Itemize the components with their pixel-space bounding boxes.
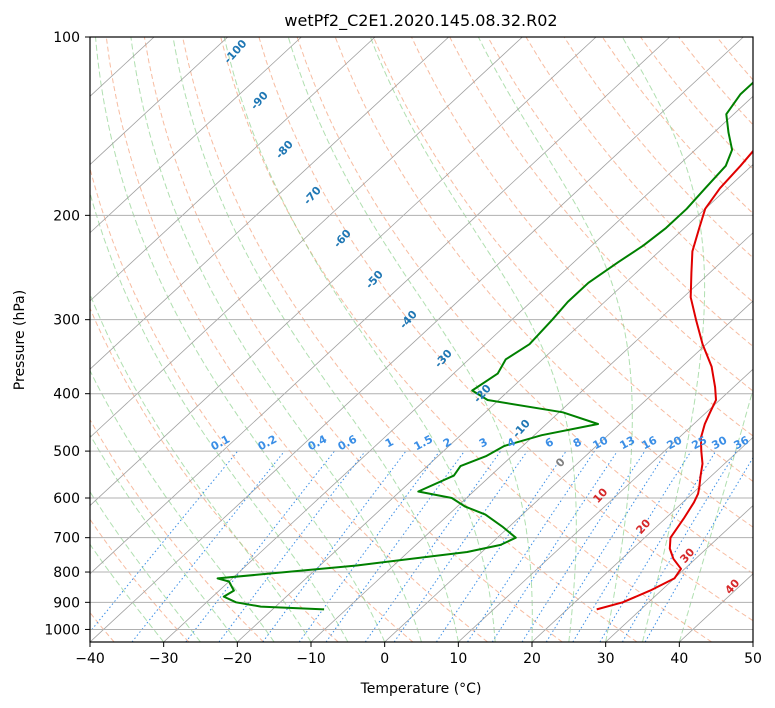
dry-adiabat [220, 37, 712, 642]
y-tick-label: 800 [53, 565, 80, 581]
y-tick-label: 1000 [44, 622, 80, 638]
x-tick-label: −30 [149, 651, 179, 667]
mixing-ratio-label: 36 [732, 433, 752, 452]
temperature-line [596, 149, 753, 611]
dewpoint-line [216, 81, 753, 611]
x-tick-label: −20 [223, 651, 253, 667]
dry-adiabat [90, 307, 339, 642]
dry-adiabat [143, 37, 563, 642]
mixing-ratio-line [262, 450, 407, 642]
x-tick-label: 30 [597, 651, 615, 667]
dry-adiabat [372, 37, 753, 482]
dry-adiabat [90, 418, 264, 642]
y-tick-label: 700 [53, 531, 80, 547]
y-tick-label: 600 [53, 491, 80, 507]
y-axis-label: Pressure (hPa) [12, 290, 28, 390]
mixing-ratio-line [393, 450, 528, 642]
isotherm [90, 37, 744, 642]
mixing-ratio-line [364, 450, 502, 642]
dry-adiabat [90, 518, 190, 642]
moist-adiabat [130, 37, 422, 642]
mixing-ratio-line [435, 450, 567, 642]
mixing-ratio-label: 16 [640, 433, 660, 452]
mixing-ratio-line [572, 450, 692, 642]
moist-adiabat [90, 369, 275, 642]
moist-adiabat [90, 191, 349, 642]
mixing-ratio-line [131, 450, 285, 642]
mixing-ratio-line [325, 450, 465, 642]
pressure-grid [90, 37, 753, 630]
mixing-ratio-line [491, 450, 618, 642]
isotherm [90, 37, 376, 302]
x-axis-label: Temperature (°C) [360, 681, 482, 697]
isotherm [605, 505, 753, 642]
dry-adiabat [258, 37, 753, 622]
moist-adiabat [172, 37, 459, 642]
mixing-ratio-line [521, 450, 646, 642]
dry-adiabat [449, 37, 753, 392]
background-lines [90, 37, 753, 642]
mixing-ratio-line [90, 450, 239, 633]
x-tick-label: 20 [523, 651, 541, 667]
isotherm [90, 37, 302, 234]
profile-lines [216, 81, 753, 611]
dry-adiabat [296, 37, 753, 575]
mixing-ratio-label: 13 [618, 434, 638, 453]
y-tick-label: 900 [53, 595, 80, 611]
isotherm [531, 436, 753, 642]
dry-adiabat [105, 37, 488, 642]
isotherm [310, 232, 753, 642]
y-tick-label: 500 [53, 444, 80, 460]
isotherm [90, 37, 523, 438]
isotherm [458, 368, 753, 642]
isotherm [384, 300, 753, 642]
y-tick-label: 400 [53, 387, 80, 403]
mixing-ratio-line [298, 450, 441, 642]
isotherm [90, 37, 671, 575]
axis-ticks: −40 −30 −20 −10 0 10 20 30 40 50 100 200 300 400 500 60… [44, 30, 762, 667]
mixing-ratio-label: 20 [665, 433, 685, 452]
chart-title: wetPf2_C2E1.2020.145.08.32.R02 [284, 11, 557, 31]
isotherm [237, 163, 753, 642]
mixing-ratio-label: 10 [591, 433, 611, 452]
x-tick-label: 0 [380, 651, 389, 667]
mixing-ratio-line [599, 450, 717, 642]
moist-adiabat [477, 37, 633, 642]
y-tick-label: 100 [53, 30, 80, 46]
moist-adiabat [369, 37, 577, 642]
moist-adiabat [287, 37, 533, 642]
x-tick-label: −10 [296, 651, 326, 667]
mixing-ratio-line [218, 450, 366, 642]
y-tick-label: 300 [53, 313, 80, 329]
y-tick-label: 200 [53, 208, 80, 224]
isotherm [90, 37, 229, 166]
x-tick-label: 40 [670, 651, 688, 667]
isotherm [90, 37, 597, 507]
moist-adiabat [95, 37, 386, 642]
mixing-ratio-label: 25 [690, 434, 710, 453]
moist-adiabat [90, 433, 238, 642]
isotherm [90, 37, 450, 370]
x-tick-label: −40 [75, 651, 105, 667]
dry-adiabat [487, 37, 753, 348]
x-tick-label: 50 [744, 651, 762, 667]
isotherm [163, 95, 753, 642]
mixing-ratio-line [467, 450, 596, 642]
x-tick-label: 10 [449, 651, 467, 667]
dry-adiabat [411, 37, 753, 437]
mixing-ratio-label: 30 [710, 433, 730, 452]
plot-frame [89, 36, 754, 643]
